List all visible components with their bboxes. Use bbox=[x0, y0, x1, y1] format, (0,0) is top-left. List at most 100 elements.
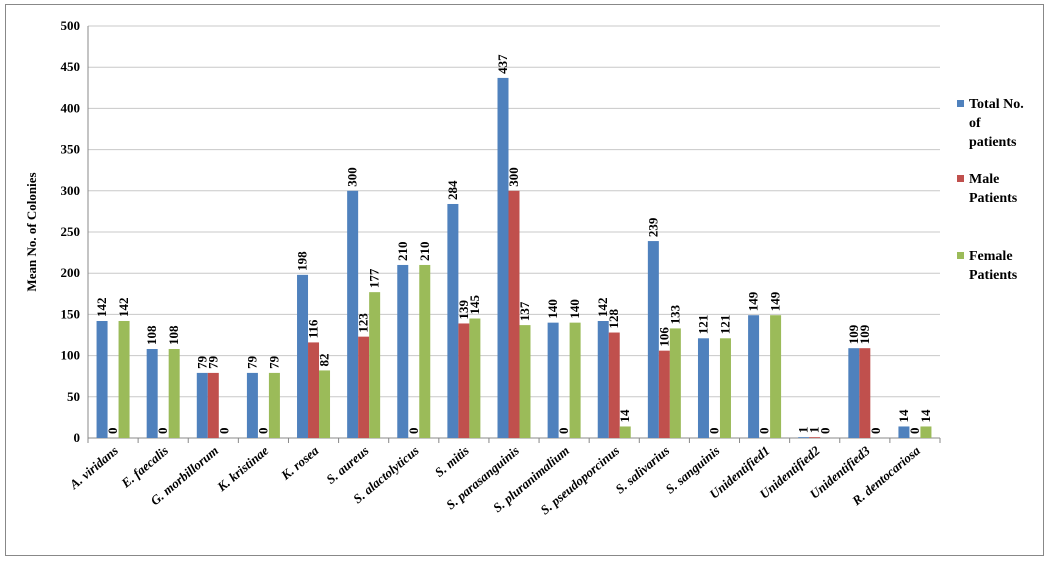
legend-label: of bbox=[969, 116, 981, 131]
data-label: 177 bbox=[367, 268, 382, 288]
bar bbox=[798, 437, 810, 438]
bar bbox=[447, 203, 459, 438]
data-label: 79 bbox=[205, 355, 220, 369]
bar bbox=[297, 274, 309, 438]
y-tick-label: 500 bbox=[61, 18, 81, 33]
data-label: 0 bbox=[255, 428, 270, 435]
data-label: 142 bbox=[94, 297, 109, 317]
data-label: 149 bbox=[768, 291, 783, 311]
bar bbox=[608, 332, 620, 438]
data-label: 140 bbox=[567, 299, 582, 319]
data-label: 0 bbox=[907, 428, 922, 435]
bar bbox=[168, 349, 180, 438]
bar bbox=[347, 190, 359, 438]
data-label: 140 bbox=[545, 299, 560, 319]
bar bbox=[196, 372, 208, 438]
bar bbox=[748, 315, 760, 438]
data-label: 198 bbox=[295, 251, 310, 271]
bar bbox=[770, 315, 782, 438]
legend-label: Male bbox=[969, 172, 999, 187]
y-tick-label: 300 bbox=[61, 183, 81, 198]
data-label: 0 bbox=[556, 428, 571, 435]
data-label: 142 bbox=[595, 297, 610, 317]
data-label: 14 bbox=[896, 409, 911, 423]
data-label: 0 bbox=[105, 428, 120, 435]
bar bbox=[647, 241, 659, 438]
data-label: 106 bbox=[656, 327, 671, 347]
data-label: 1 bbox=[796, 427, 811, 434]
y-axis-label: Mean No. of Colonies bbox=[24, 172, 39, 291]
legend-swatch bbox=[957, 175, 964, 182]
legend-label: Patients bbox=[969, 191, 1018, 206]
bar bbox=[920, 426, 932, 438]
data-label: 14 bbox=[617, 409, 632, 423]
data-label: 79 bbox=[244, 355, 259, 369]
data-label: 1 bbox=[807, 427, 822, 434]
legend-swatch bbox=[957, 100, 964, 107]
bar bbox=[547, 322, 559, 438]
bar bbox=[419, 264, 431, 438]
data-label: 145 bbox=[467, 295, 482, 315]
bar bbox=[569, 322, 581, 438]
data-label: 300 bbox=[345, 167, 360, 187]
y-tick-label: 50 bbox=[67, 389, 80, 404]
data-label: 121 bbox=[717, 315, 732, 335]
bar bbox=[268, 372, 280, 438]
data-label: 0 bbox=[868, 428, 883, 435]
bar bbox=[319, 370, 331, 438]
bar bbox=[146, 349, 158, 438]
bar bbox=[809, 437, 821, 438]
x-tick-label: S. aureus bbox=[323, 443, 371, 487]
data-label: 82 bbox=[317, 353, 332, 366]
legend-label: Total No. bbox=[969, 97, 1024, 112]
y-tick-label: 350 bbox=[61, 142, 81, 157]
data-label: 210 bbox=[417, 241, 432, 261]
data-label: 284 bbox=[445, 180, 460, 200]
data-label: 0 bbox=[757, 428, 772, 435]
y-tick-label: 200 bbox=[61, 265, 81, 280]
data-label: 0 bbox=[818, 428, 833, 435]
y-tick-label: 400 bbox=[61, 100, 81, 115]
data-label: 149 bbox=[746, 291, 761, 311]
bar bbox=[246, 372, 258, 438]
bar bbox=[469, 318, 481, 438]
data-label: 116 bbox=[306, 319, 321, 338]
legend-label: patients bbox=[969, 135, 1017, 150]
data-label: 300 bbox=[506, 167, 521, 187]
data-label: 79 bbox=[194, 355, 209, 369]
data-label: 79 bbox=[266, 355, 281, 369]
bar bbox=[669, 328, 681, 438]
bar bbox=[118, 320, 130, 438]
data-label: 109 bbox=[846, 324, 861, 344]
data-label: 108 bbox=[144, 325, 159, 345]
bar bbox=[508, 190, 520, 438]
data-label: 108 bbox=[166, 325, 181, 345]
bar bbox=[96, 320, 108, 438]
x-tick-label: K. kristinae bbox=[213, 443, 271, 495]
y-tick-label: 100 bbox=[61, 348, 81, 363]
x-tick-label: K. rosea bbox=[277, 442, 322, 483]
legend-swatch bbox=[957, 252, 964, 259]
data-label: 137 bbox=[517, 301, 532, 321]
bar bbox=[308, 342, 320, 438]
y-tick-label: 0 bbox=[74, 430, 81, 445]
bar bbox=[458, 323, 470, 438]
x-tick-label: S. mitis bbox=[432, 443, 472, 480]
bar bbox=[848, 348, 860, 438]
y-tick-label: 150 bbox=[61, 306, 81, 321]
bar bbox=[898, 426, 910, 438]
bar bbox=[397, 264, 409, 438]
data-label: 437 bbox=[495, 54, 510, 74]
bar bbox=[658, 350, 670, 438]
y-tick-label: 450 bbox=[61, 59, 81, 74]
legend-label: Female bbox=[969, 249, 1013, 264]
chart-frame bbox=[5, 4, 1044, 556]
bar bbox=[619, 426, 631, 438]
data-label: 123 bbox=[356, 313, 371, 333]
data-label: 14 bbox=[918, 409, 933, 423]
data-label: 109 bbox=[857, 324, 872, 344]
data-label: 0 bbox=[155, 428, 170, 435]
bar bbox=[369, 292, 381, 438]
bar bbox=[207, 372, 219, 438]
